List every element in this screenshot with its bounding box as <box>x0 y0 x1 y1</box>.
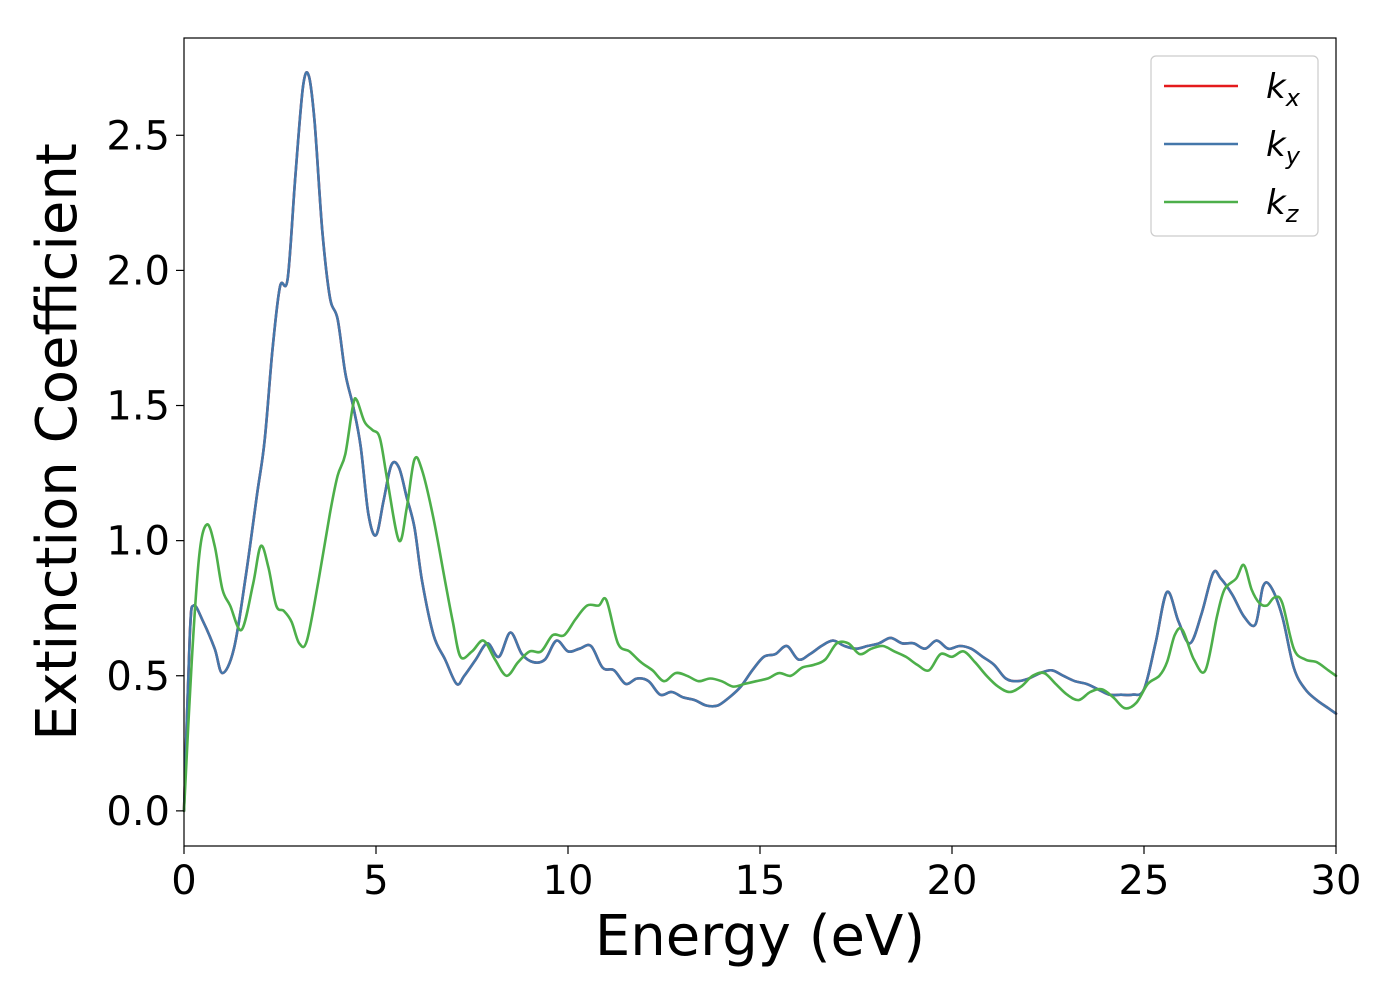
series-line-k-z <box>182 396 1338 813</box>
y-axis-title: Extinction Coefficient <box>25 143 90 741</box>
y-tick-label: 1.5 <box>106 384 170 430</box>
series-layer <box>182 70 1338 813</box>
legend-label-k-x: kx <box>1266 67 1301 112</box>
legend-label-k-z: kz <box>1266 183 1300 228</box>
x-tick-label: 20 <box>927 858 978 904</box>
y-axis: 0.0 0.5 1.0 1.5 2.0 2.5 <box>106 113 184 835</box>
y-tick-label: 2.5 <box>106 113 170 159</box>
x-tick-label: 25 <box>1119 858 1170 904</box>
legend-box <box>1150 55 1319 237</box>
series-line-k-y <box>182 70 1338 813</box>
legend-label-k-y: ky <box>1266 125 1301 170</box>
y-tick-label: 2.0 <box>106 248 170 294</box>
legend: kx ky kz <box>1150 55 1319 237</box>
x-tick-label: 5 <box>363 858 388 904</box>
y-tick-label: 0.5 <box>106 654 170 700</box>
x-tick-label: 30 <box>1311 858 1362 904</box>
x-axis: 0 5 10 15 20 25 30 <box>171 846 1361 904</box>
x-tick-label: 10 <box>543 858 594 904</box>
x-axis-title: Energy (eV) <box>595 904 925 969</box>
x-tick-label: 0 <box>171 858 196 904</box>
x-tick-label: 15 <box>735 858 786 904</box>
y-tick-label: 0.0 <box>106 789 170 835</box>
y-tick-label: 1.0 <box>106 519 170 565</box>
